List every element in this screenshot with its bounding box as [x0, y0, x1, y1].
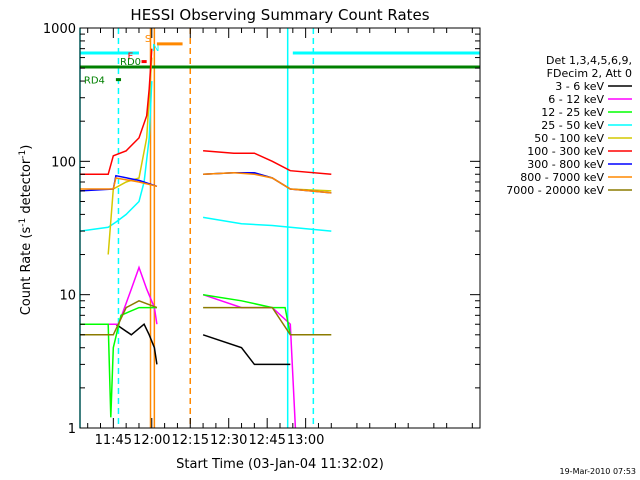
- legend-label-6: 300 - 800 keV: [527, 158, 604, 171]
- series-8-segment-1: [203, 306, 332, 336]
- flag-label-f: F: [128, 52, 134, 63]
- y-tick-label-0: 1: [68, 422, 76, 437]
- y-axis-label-end: ): [19, 145, 34, 150]
- y-tick-label-1: 10: [59, 289, 76, 304]
- series-3: [79, 81, 332, 232]
- vertical-marker-lines: [79, 28, 315, 428]
- legend-header-0: Det 1,3,4,5,6,9,: [546, 54, 632, 67]
- series-3-segment-1: [202, 216, 332, 232]
- series-0: [80, 323, 291, 366]
- series-7: [80, 172, 332, 194]
- y-tick-label-2: 100: [51, 155, 76, 170]
- y-axis-label-mid: detector: [19, 158, 34, 218]
- legend-item-7: 800 - 7000 keV: [520, 171, 632, 184]
- y-axis-label-sup2: -1: [18, 150, 28, 159]
- series-7-segment-1: [203, 172, 332, 194]
- series-4-segment-1: [203, 172, 332, 192]
- legend-label-3: 25 - 50 keV: [541, 119, 604, 132]
- legend-label-0: 3 - 6 keV: [555, 80, 604, 93]
- axes: 1 10 100 1000 11:45 12:00 12:15 12:30 12:45 13:00: [43, 22, 481, 448]
- series-5-segment-1: [203, 150, 332, 176]
- series-5: [80, 48, 332, 176]
- legend-item-3: 25 - 50 keV: [541, 119, 632, 132]
- y-tick-label-3: 1000: [43, 22, 76, 37]
- legend-label-4: 50 - 100 keV: [534, 132, 604, 145]
- y-axis-label-main: Count Rate (s: [19, 227, 34, 316]
- x-tick-label-0: 11:45: [95, 433, 132, 448]
- flag-label-rd0: RD0: [120, 57, 141, 68]
- x-tick-label-5: 13:00: [287, 433, 324, 448]
- legend-item-6: 300 - 800 keV: [527, 158, 632, 171]
- timestamp: 19-Mar-2010 07:53: [560, 467, 637, 476]
- series-lines: [79, 48, 332, 429]
- legend-label-2: 12 - 25 keV: [541, 106, 604, 119]
- series-8: [80, 299, 332, 336]
- series-1-segment-1: [202, 293, 297, 429]
- series-1: [80, 265, 297, 429]
- legend-label-5: 100 - 300 keV: [527, 145, 604, 158]
- legend-label-1: 6 - 12 keV: [548, 93, 604, 106]
- y-axis-label-sup1: -1: [18, 218, 28, 227]
- legend-header-1: FDecim 2, Att 0: [547, 67, 632, 80]
- series-2-segment-0: [80, 306, 157, 418]
- legend-item-0: 3 - 6 keV: [555, 80, 632, 93]
- series-8-segment-0: [80, 299, 158, 336]
- legend-label-7: 800 - 7000 keV: [520, 171, 604, 184]
- series-0-segment-1: [202, 334, 291, 366]
- flag-label-rd4: RD4: [84, 76, 105, 87]
- series-2: [80, 293, 292, 418]
- series-1-segment-0: [80, 265, 158, 325]
- legend-item-8: 7000 - 20000 keV: [506, 184, 632, 197]
- x-tick-label-1: 12:00: [133, 433, 170, 448]
- series-4: [107, 57, 332, 255]
- series-4-segment-0: [107, 57, 153, 255]
- x-tick-label-2: 12:15: [172, 433, 209, 448]
- x-axis-label: Start Time (03-Jan-04 11:32:02): [176, 457, 384, 472]
- legend-item-4: 50 - 100 keV: [534, 132, 632, 145]
- legend-item-5: 100 - 300 keV: [527, 145, 632, 158]
- legend-label-8: 7000 - 20000 keV: [506, 184, 604, 197]
- legend: Det 1,3,4,5,6,9,FDecim 2, Att 03 - 6 keV…: [506, 54, 632, 197]
- series-3-segment-0: [79, 81, 153, 232]
- x-tick-label-3: 12:30: [210, 433, 247, 448]
- y-axis-label: Count Rate (s-1 detector-1): [18, 145, 34, 316]
- chart-title: HESSI Observing Summary Count Rates: [130, 6, 429, 24]
- series-7-segment-0: [80, 177, 158, 190]
- flag-bars: N FS RD0 RD4: [80, 34, 480, 87]
- legend-item-2: 12 - 25 keV: [541, 106, 632, 119]
- flag-label-n: N: [152, 43, 159, 54]
- x-tick-label-4: 12:45: [248, 433, 285, 448]
- flag-label-s: S: [145, 34, 151, 45]
- legend-item-1: 6 - 12 keV: [548, 93, 632, 106]
- plot-frame: [79, 27, 481, 429]
- series-5-segment-0: [80, 48, 153, 176]
